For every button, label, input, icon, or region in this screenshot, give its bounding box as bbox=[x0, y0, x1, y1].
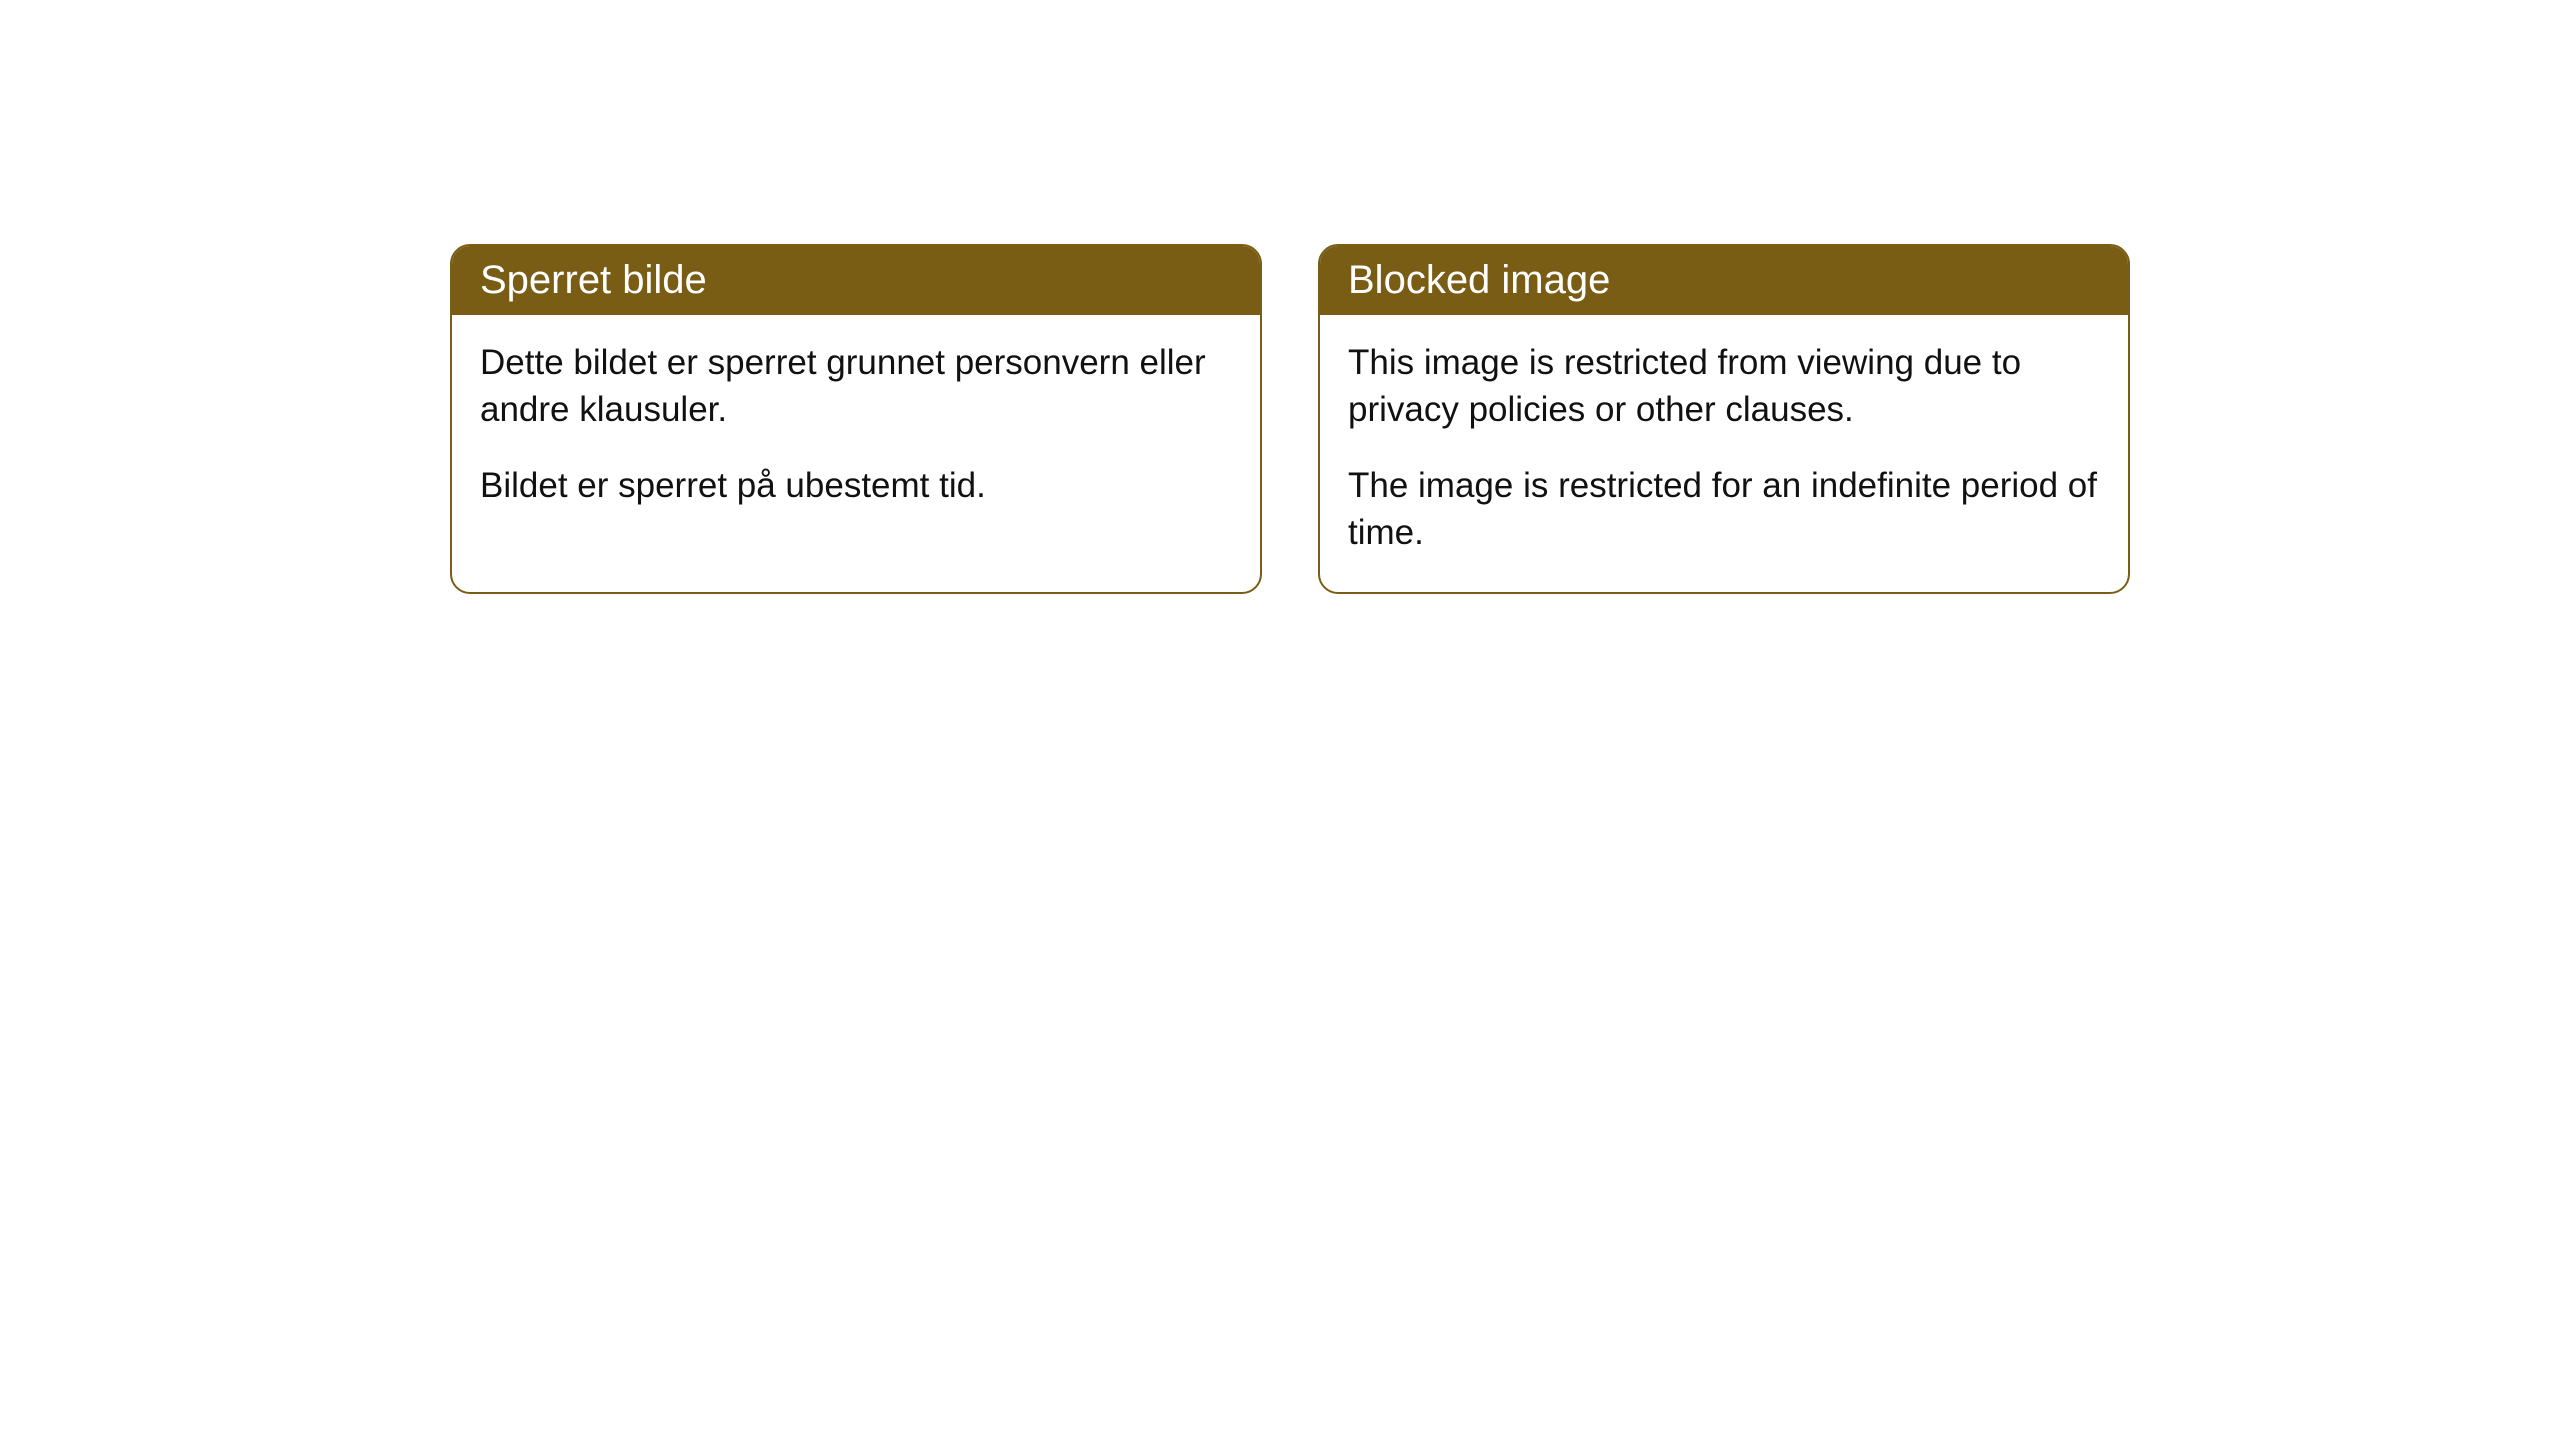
card-paragraph: Bildet er sperret på ubestemt tid. bbox=[480, 462, 1232, 509]
card-header: Blocked image bbox=[1320, 246, 2128, 315]
notice-card-norwegian: Sperret bilde Dette bildet er sperret gr… bbox=[450, 244, 1262, 594]
card-paragraph: The image is restricted for an indefinit… bbox=[1348, 462, 2100, 557]
card-header: Sperret bilde bbox=[452, 246, 1260, 315]
notice-card-english: Blocked image This image is restricted f… bbox=[1318, 244, 2130, 594]
card-paragraph: Dette bildet er sperret grunnet personve… bbox=[480, 339, 1232, 434]
card-body: Dette bildet er sperret grunnet personve… bbox=[452, 315, 1260, 545]
card-body: This image is restricted from viewing du… bbox=[1320, 315, 2128, 592]
card-paragraph: This image is restricted from viewing du… bbox=[1348, 339, 2100, 434]
notice-cards-container: Sperret bilde Dette bildet er sperret gr… bbox=[0, 0, 2560, 594]
